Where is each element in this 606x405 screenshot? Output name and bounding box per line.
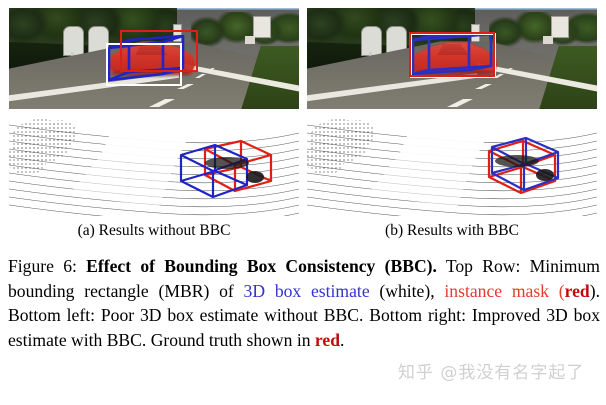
annotated-vehicle-b bbox=[407, 30, 503, 86]
road-scene-b bbox=[307, 8, 597, 109]
panel-b-cloud bbox=[307, 111, 597, 216]
panel-a-photo bbox=[9, 8, 299, 109]
instance-mask-box-b bbox=[409, 32, 495, 77]
far-billboard bbox=[253, 16, 271, 38]
lidar-cloud-a bbox=[9, 111, 299, 216]
caption-top-row-text: Top Row: Minimum bounding rectangle (MBR… bbox=[8, 256, 600, 301]
caption-red-word: red bbox=[564, 280, 590, 301]
caption-white-text: (white), bbox=[369, 280, 445, 301]
figure-title: Effect of Bounding Box Consistency (BBC)… bbox=[86, 256, 437, 276]
subcaption-b: (b) Results with BBC bbox=[385, 222, 519, 239]
caption-paren-open: ( bbox=[548, 280, 565, 301]
far-vehicle bbox=[543, 36, 553, 44]
pointcloud-row bbox=[9, 109, 599, 216]
caption-bottom-text: Bottom left: Poor 3D box estimate withou… bbox=[8, 305, 600, 350]
caption-period: . bbox=[340, 329, 345, 350]
far-billboard bbox=[551, 16, 569, 38]
lane-dash bbox=[207, 68, 215, 71]
lane-dash bbox=[195, 74, 206, 78]
lane-dash bbox=[475, 84, 492, 89]
caption-paren-close: ). bbox=[589, 280, 600, 301]
lidar-cloud-b bbox=[307, 111, 597, 216]
ground-truth-box-a bbox=[203, 139, 273, 193]
lane-dash bbox=[505, 68, 513, 71]
instance-mask-box-a bbox=[120, 30, 198, 72]
far-vehicle bbox=[245, 36, 255, 44]
figure-caption: Figure 6: Effect of Bounding Box Consist… bbox=[8, 254, 600, 352]
lane-dash bbox=[493, 74, 504, 78]
photo-row bbox=[9, 8, 599, 109]
figure-label: Figure 6: bbox=[8, 256, 77, 276]
panel-b-photo bbox=[307, 8, 597, 109]
subcaption-a: (a) Results without BBC bbox=[77, 222, 231, 239]
mbr-white-box-a bbox=[106, 43, 182, 86]
annotated-vehicle-a bbox=[105, 30, 201, 86]
subcaption-row: (a) Results without BBC (b) Results with… bbox=[9, 221, 599, 241]
caption-red-final: red bbox=[314, 329, 340, 350]
caption-3d-box-estimate: 3D box estimate bbox=[243, 280, 370, 301]
caption-instance-mask: instance mask bbox=[444, 280, 549, 301]
lane-dash bbox=[447, 99, 473, 107]
mbr-white-box-b bbox=[410, 33, 496, 78]
lane-dash bbox=[177, 84, 194, 89]
panel-a-cloud bbox=[9, 111, 299, 216]
figure-panels bbox=[9, 8, 599, 216]
watermark: 知乎 @我没有名字起了 bbox=[398, 363, 585, 383]
road-scene-a bbox=[9, 8, 299, 109]
lane-dash bbox=[149, 99, 175, 107]
